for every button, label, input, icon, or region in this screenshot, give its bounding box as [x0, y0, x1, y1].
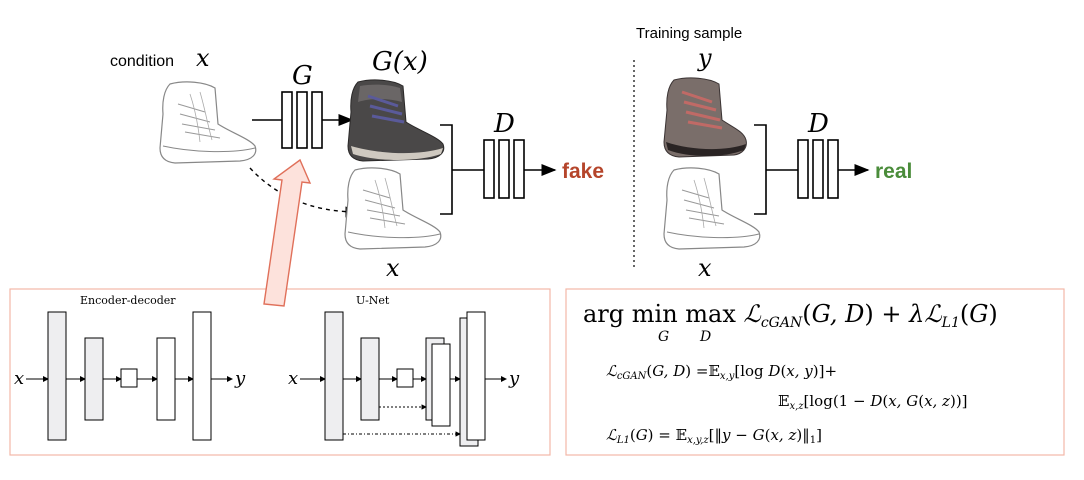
real-photo-shoe-image	[663, 77, 747, 158]
encdec-output-y: y	[234, 368, 246, 389]
objective-equation: arg min max ℒcGAN(G, D) + λℒL1(G) G D	[583, 300, 998, 345]
generated-shoe-image	[347, 79, 445, 162]
real-y-symbol: y	[697, 44, 712, 72]
discriminator-label-fake: D	[493, 109, 515, 139]
real-sketch-image	[663, 167, 761, 250]
generator-label: G	[292, 61, 313, 91]
unet-input-x: x	[288, 368, 298, 389]
condition-sketch-copy-image	[344, 167, 442, 250]
equations-panel	[565, 288, 1065, 456]
fake-pair-bracket	[440, 124, 453, 215]
l1-loss-line: ℒL1(G) = 𝔼x,y,z[‖y − G(x, z)‖1]	[606, 426, 822, 446]
objective-sub-G: G	[658, 329, 669, 345]
discriminator-block-real	[797, 139, 839, 199]
condition-label: condition	[110, 53, 174, 70]
encoder-decoder-label: Encoder-decoder	[80, 294, 176, 307]
fake-label: fake	[562, 160, 604, 183]
unet-output-y: y	[508, 368, 520, 389]
generator-block	[281, 91, 323, 149]
encoder-decoder-diagram	[26, 311, 233, 441]
discriminator-block-fake	[483, 139, 525, 199]
real-pair-bracket	[754, 124, 767, 215]
training-sample-label: Training sample	[636, 25, 742, 42]
condition-x-symbol: x	[196, 44, 210, 72]
condition-sketch-image	[159, 81, 257, 164]
architecture-pointer-arrow	[263, 158, 312, 307]
generated-label: G(x)	[372, 47, 428, 77]
unet-label: U-Net	[356, 294, 390, 307]
discriminator-label-real: D	[807, 109, 829, 139]
unet-diagram	[300, 311, 507, 447]
objective-sub-D: D	[699, 329, 711, 345]
encdec-input-x: x	[14, 368, 24, 389]
real-label: real	[875, 160, 912, 183]
real-pair-x-symbol: x	[698, 254, 712, 282]
cgan-loss-line-1: ℒcGAN(G, D) =𝔼x,y[log D(x, y)]+	[606, 362, 837, 382]
condition-copy-dashed-arrow	[249, 167, 360, 218]
cgan-loss-line-2: 𝔼x,z[log(1 − D(x, G(x, z))]	[778, 392, 968, 412]
fake-pair-x-symbol: x	[386, 254, 400, 282]
objective-equation-text: arg min max ℒcGAN(G, D) + λℒL1(G)	[583, 300, 998, 331]
